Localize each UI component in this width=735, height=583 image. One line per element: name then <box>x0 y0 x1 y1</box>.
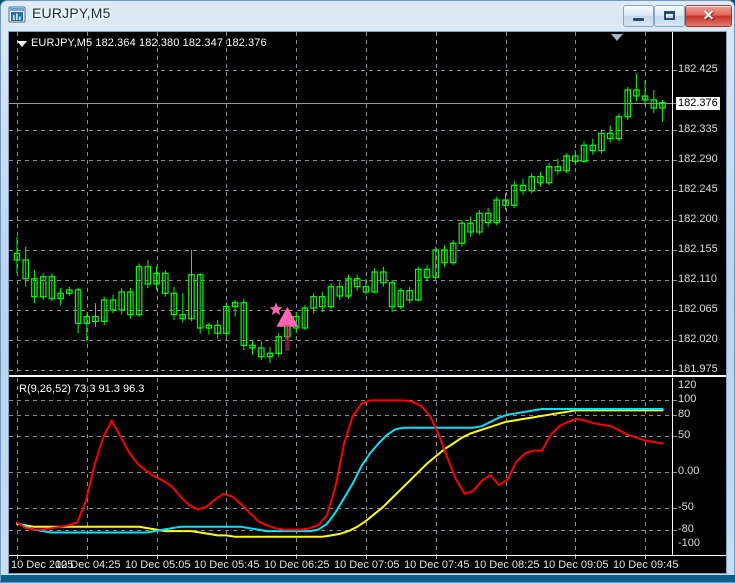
title-bar: EURJPY,M5 ✕ <box>1 1 734 30</box>
price-axis-tick <box>673 220 677 221</box>
price-axis-tick <box>673 280 677 281</box>
time-axis-tick <box>436 556 437 559</box>
price-axis-tick <box>673 102 677 104</box>
chart-dropdown-icon[interactable] <box>17 41 27 47</box>
indicator-axis-label: 80 <box>678 407 691 420</box>
minimize-button[interactable] <box>623 5 654 27</box>
chart-root: 182.425 182.376 182.335 182.290 182.245 182.2… <box>9 32 726 573</box>
price-axis-tick <box>673 160 677 161</box>
time-axis-label: 10 Dec 09:45 <box>613 559 679 571</box>
price-axis-separator <box>672 32 673 377</box>
indicator-axis-tick <box>673 529 677 531</box>
price-axis-tick <box>673 190 677 191</box>
latest-bar-indicator-icon[interactable] <box>611 34 623 41</box>
indicator-header: R(9,26,52) 73.3 91.3 96.3 <box>19 383 145 395</box>
price-pane[interactable]: 182.425 182.376 182.335 182.290 182.245 182.2… <box>9 32 726 377</box>
close-icon: ✕ <box>702 7 715 23</box>
indicator-pane[interactable]: 120 100 80 50 0.00 -50 -80 -100 R(9,26,52) 73.3… <box>9 378 726 555</box>
price-axis-label: 182.065 <box>678 303 718 315</box>
price-axis-tick <box>673 250 677 251</box>
time-axis-label: 10 Dec 05:05 <box>125 559 191 571</box>
price-axis-tick <box>673 70 677 71</box>
time-axis-label: 10 Dec 06:25 <box>264 559 330 571</box>
price-axis-label: 182.335 <box>678 123 718 135</box>
current-price-label: 182.376 <box>676 96 720 110</box>
close-button[interactable]: ✕ <box>685 5 732 27</box>
maximize-icon <box>655 6 684 26</box>
time-axis[interactable]: 10 Dec 2025 10 Dec 04:25 10 Dec 05:05 10 De… <box>9 556 726 573</box>
time-axis-tick <box>366 556 367 559</box>
price-axis-label: 181.975 <box>678 363 718 375</box>
indicator-axis-label: 50 <box>678 429 691 442</box>
indicator-axis-tick <box>673 472 677 474</box>
window-title: EURJPY,M5 <box>32 5 111 21</box>
indicator-axis-tick <box>673 436 677 438</box>
pane-divider <box>9 375 726 377</box>
indicator-axis-tick <box>673 414 677 416</box>
price-axis-tick <box>673 310 677 311</box>
time-axis-tick <box>157 556 158 559</box>
price-candles-svg <box>9 32 672 377</box>
indicator-axis-label: 100 <box>678 393 697 406</box>
price-axis[interactable]: 182.425 182.376 182.335 182.290 182.245 182.2… <box>673 32 726 377</box>
time-axis-divider <box>9 555 726 556</box>
time-axis-label: 10 Dec 08:25 <box>474 559 540 571</box>
chart-window-icon <box>8 6 26 23</box>
price-axis-tick <box>673 340 677 341</box>
time-axis-tick <box>17 556 18 559</box>
time-axis-tick <box>506 556 507 559</box>
window-bottom-edge <box>1 575 735 582</box>
time-axis-label: 10 Dec 09:05 <box>543 559 609 571</box>
time-axis-label: 10 Dec 07:05 <box>334 559 400 571</box>
time-axis-tick <box>226 556 227 559</box>
price-axis-label: 182.245 <box>678 183 718 195</box>
indicator-axis[interactable]: 120 100 80 50 0.00 -50 -80 -100 <box>673 378 726 555</box>
price-axis-label: 182.290 <box>678 153 718 165</box>
indicator-axis-separator <box>672 378 673 555</box>
price-axis-label: 182.200 <box>678 213 718 225</box>
indicator-axis-tick <box>673 508 677 510</box>
indicator-axis-label: -80 <box>678 522 694 535</box>
indicator-axis-label: -100 <box>678 537 701 549</box>
time-axis-label: 10 Dec 05:45 <box>194 559 260 571</box>
time-axis-label: 10 Dec 2025 <box>11 559 74 571</box>
price-pane-header: EURJPY,M5 182.364 182.380 182.347 182.37… <box>31 37 267 49</box>
time-axis-label: 10 Dec 04:25 <box>55 559 121 571</box>
time-axis-tick <box>296 556 297 559</box>
minimize-icon <box>624 6 653 26</box>
price-axis-label: 182.155 <box>678 243 718 255</box>
time-axis-tick <box>87 556 88 559</box>
price-plot[interactable] <box>9 32 672 377</box>
indicator-plot[interactable] <box>9 378 672 555</box>
indicator-axis-label: 0.00 <box>678 465 700 478</box>
time-axis-tick <box>575 556 576 559</box>
price-axis-tick <box>673 130 677 131</box>
indicator-lines-svg <box>9 378 672 555</box>
price-axis-label: 182.425 <box>678 63 718 75</box>
price-axis-label: 182.020 <box>678 333 718 345</box>
time-axis-tick <box>645 556 646 559</box>
price-axis-tick <box>673 370 677 371</box>
maximize-button[interactable] <box>654 5 685 27</box>
indicator-axis-label: 120 <box>678 379 697 391</box>
chart-client-area[interactable]: 182.425 182.376 182.335 182.290 182.245 182.2… <box>8 31 727 574</box>
indicator-axis-label: -50 <box>678 501 694 514</box>
price-axis-label: 182.110 <box>678 273 717 285</box>
time-axis-label: 10 Dec 07:45 <box>404 559 470 571</box>
indicator-axis-tick <box>673 400 677 402</box>
